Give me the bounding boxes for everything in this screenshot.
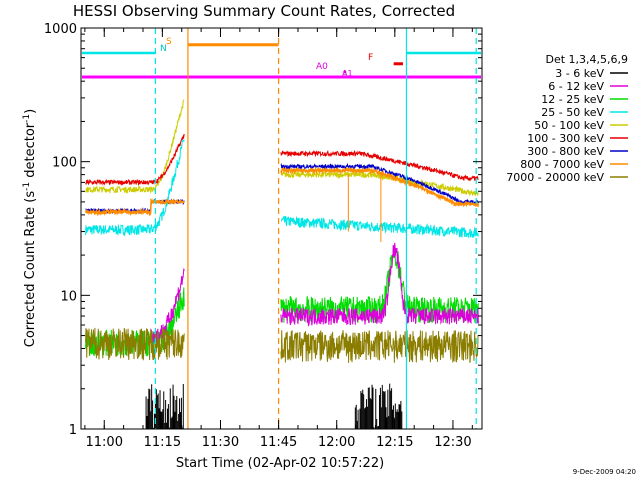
legend-label: 3 - 6 keV [555,67,604,80]
annotation-f: F [368,53,373,63]
attenuator-marker [343,70,347,74]
legend-label: 25 - 50 keV [541,106,604,119]
legend-label: 800 - 7000 keV [520,158,604,171]
annotation-a1: A1 [342,69,353,78]
annotation-s: S [166,37,172,47]
legend-label: 50 - 100 keV [534,119,604,132]
annotation-a0: A0 [316,62,328,72]
axes: 1 10 100 1000 11:00 11:15 11:30 11:45 12:00 12:15… [44,22,482,450]
plot-frame [80,27,483,430]
x-tick-label: 11:45 [260,435,297,450]
y-tick-label: 10 [60,289,77,304]
y-tick-label: 1000 [44,22,77,37]
y-axis-label-sup1: -1 [22,182,32,191]
series-line [280,330,479,364]
plot-data [82,28,481,429]
series-line [280,242,479,327]
x-tick-label: 12:15 [376,435,413,450]
series-line [280,149,479,182]
legend-title: Det 1,3,4,5,6,9 [545,53,628,66]
y-tick-label: 100 [52,156,77,171]
y-axis-label: Corrected Count Rate (s-1 detector-1) [22,109,38,347]
series-line [84,197,185,217]
legend-label: 12 - 25 keV [541,93,604,106]
x-tick-label: 12:00 [318,435,355,450]
y-axis-label-end: ) [23,109,38,114]
series-line [85,133,185,186]
legend-label: 300 - 800 keV [527,145,604,158]
legend-label: 100 - 300 keV [527,132,604,145]
x-tick-label: 11:15 [144,435,181,450]
series-line [280,166,480,208]
y-axis-label-mid: detector [23,122,38,182]
series-line [280,215,479,238]
y-axis-label-main: Corrected Count Rate (s [23,191,38,348]
y-tick-label: 1 [69,423,77,438]
x-axis-label: Start Time (02-Apr-02 10:57:22) [176,456,384,471]
series-line [280,162,479,206]
footer-date: 9-Dec-2009 04:20 [573,468,636,476]
y-axis-label-sup2: -1 [22,114,32,123]
legend-label: 6 - 12 keV [548,80,604,93]
x-tick-label: 12:30 [434,435,471,450]
x-tick-label: 11:30 [202,435,239,450]
series-line [85,327,185,361]
chart-title: HESSI Observing Summary Count Rates, Cor… [73,2,455,20]
series-line [85,99,185,195]
annotation-n: N [160,44,167,54]
series-line [85,139,185,237]
legend-label: 7000 - 20000 keV [506,171,604,184]
x-tick-label: 11:00 [86,435,123,450]
series-line [280,169,479,197]
